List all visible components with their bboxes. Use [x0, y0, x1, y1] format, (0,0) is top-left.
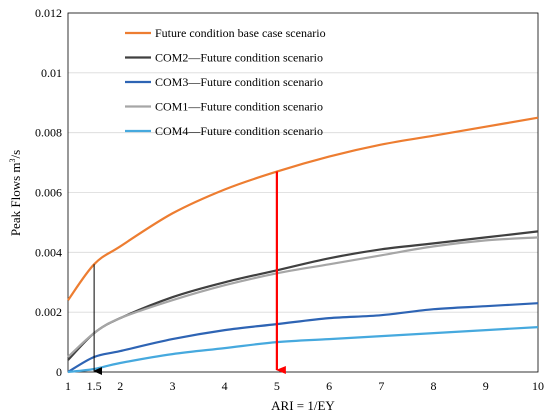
x-tick-label: 9	[483, 379, 489, 393]
plot-area-border	[67, 12, 539, 373]
legend-label-1: Future condition base case scenario	[155, 26, 326, 40]
series-lines	[67, 116, 539, 374]
x-tick-label: 4	[222, 379, 228, 393]
y-axis-label: Peak Flows m3/s	[8, 150, 23, 236]
legend-label-4: COM1—Future condition scenario	[155, 100, 323, 114]
y-axis-label-suffix: /s	[8, 150, 23, 159]
legend-label-5: COM4—Future condition scenario	[155, 124, 323, 138]
legend: Future condition base case scenario COM2—…	[125, 26, 326, 138]
x-tick-label: 5	[274, 379, 280, 393]
y-tick-label: 0.006	[35, 186, 62, 200]
x-tick-label: 3	[169, 379, 175, 393]
y-axis-label-superscript: 3	[8, 159, 17, 163]
gridlines	[68, 72, 538, 313]
x-tick-label: 6	[326, 379, 332, 393]
y-tick-label: 0.012	[35, 6, 62, 20]
x-tick-label: 7	[378, 379, 384, 393]
y-tick-label: 0.002	[35, 305, 62, 319]
x-tick-label: 10	[532, 379, 544, 393]
legend-label-3: COM3—Future condition scenario	[155, 75, 323, 89]
x-tick-label: 1	[65, 379, 71, 393]
series-line-1	[67, 116, 539, 301]
legend-label-2: COM2—Future condition scenario	[155, 51, 323, 65]
y-tick-label: 0.008	[35, 126, 62, 140]
y-tick-label: 0.004	[35, 245, 62, 259]
x-tick-label: 2	[117, 379, 123, 393]
y-tick-label: 0.01	[41, 66, 62, 80]
x-axis-label: ARI = 1/EY	[271, 398, 335, 413]
y-tick-label: 0	[56, 365, 62, 379]
series-line-4	[67, 236, 539, 358]
y-axis-label-text: Peak Flows m	[8, 163, 23, 237]
ari-1-5-label: 1.5	[87, 379, 102, 393]
series-line-5	[67, 326, 539, 374]
series-line-3	[67, 302, 539, 373]
tick-labels: 0 0.002 0.004 0.006 0.008 0.01 0.012 1 2 3 4 5 6 7 8 9 1…	[35, 6, 544, 393]
annotations: 1.5	[87, 171, 286, 393]
x-tick-label: 8	[431, 379, 437, 393]
